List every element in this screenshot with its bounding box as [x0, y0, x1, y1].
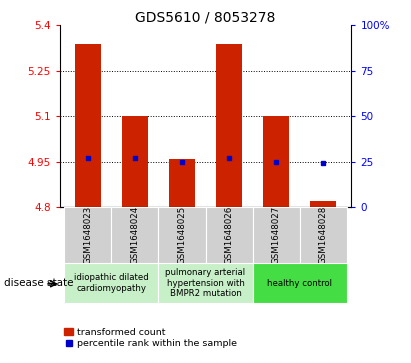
Legend: transformed count, percentile rank within the sample: transformed count, percentile rank withi…: [64, 328, 237, 348]
Bar: [111, 207, 158, 263]
Text: healthy control: healthy control: [267, 279, 332, 287]
Bar: [216, 44, 242, 207]
Title: GDS5610 / 8053278: GDS5610 / 8053278: [135, 10, 276, 24]
Bar: [64, 263, 158, 303]
Text: GSM1648028: GSM1648028: [319, 206, 328, 264]
Bar: [206, 207, 253, 263]
Text: GSM1648027: GSM1648027: [272, 206, 281, 264]
Text: GSM1648026: GSM1648026: [224, 206, 233, 264]
Text: idiopathic dilated
cardiomyopathy: idiopathic dilated cardiomyopathy: [74, 273, 149, 293]
Bar: [75, 44, 101, 207]
Text: GSM1648025: GSM1648025: [178, 206, 187, 264]
Text: disease state: disease state: [4, 278, 74, 288]
Bar: [253, 263, 347, 303]
Text: GSM1648024: GSM1648024: [130, 206, 139, 264]
Bar: [263, 116, 289, 207]
Bar: [310, 201, 336, 207]
Bar: [158, 263, 253, 303]
Bar: [158, 207, 206, 263]
Text: GSM1648023: GSM1648023: [83, 206, 92, 264]
Bar: [169, 159, 195, 207]
Bar: [64, 207, 111, 263]
Bar: [122, 116, 148, 207]
Bar: [253, 207, 300, 263]
Bar: [300, 207, 347, 263]
Text: pulmonary arterial
hypertension with
BMPR2 mutation: pulmonary arterial hypertension with BMP…: [166, 268, 245, 298]
